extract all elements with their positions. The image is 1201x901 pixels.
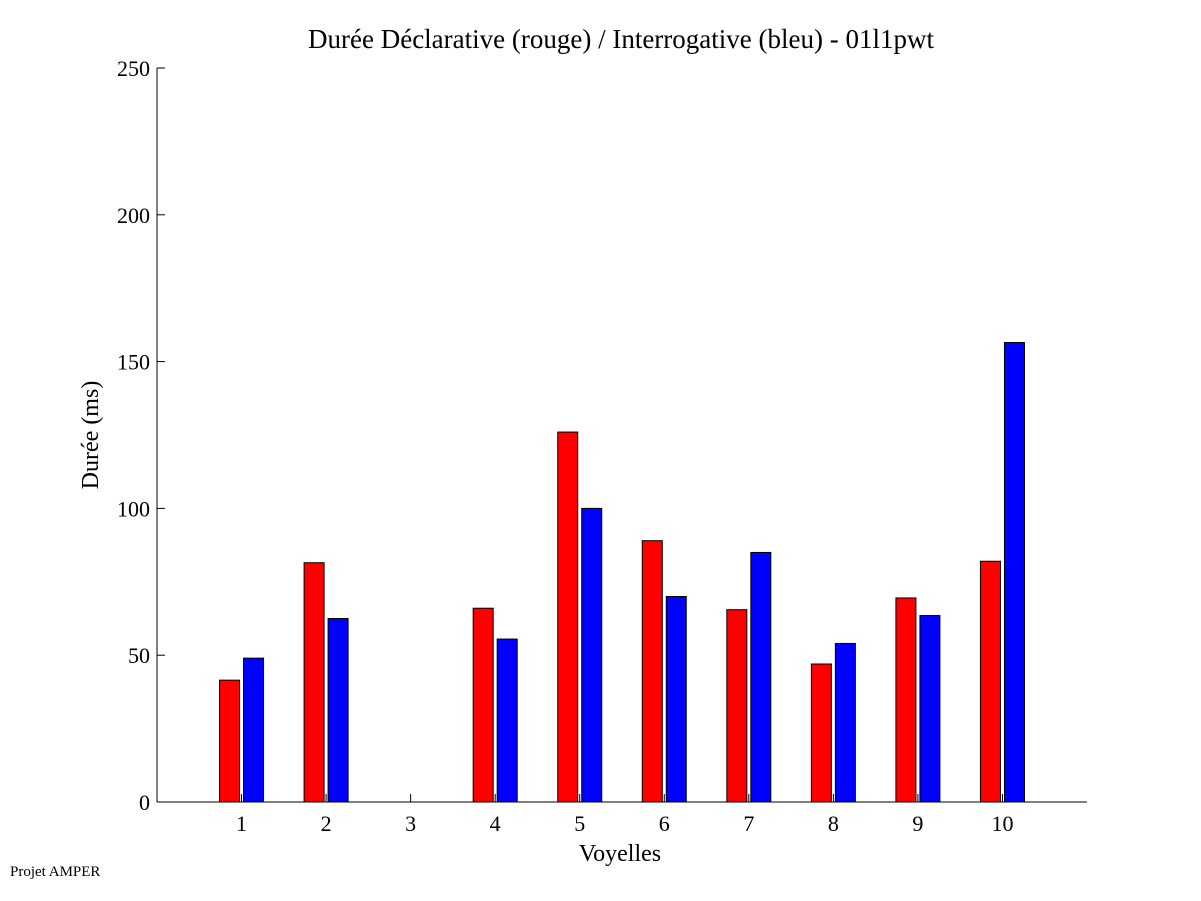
bar-interrogative-4: [496, 638, 518, 803]
y-axis-label: Durée (ms): [78, 381, 104, 490]
footer-credit: Projet AMPER: [10, 864, 101, 880]
bar-interrogative-10: [1003, 342, 1025, 803]
x-tick-label: 3: [405, 811, 416, 836]
bar-interrogative-1: [243, 657, 265, 803]
x-tick-label: 6: [659, 811, 670, 836]
bar-declarative-2: [303, 562, 325, 803]
bar-declarative-4: [472, 607, 494, 803]
x-ticks: 1 2 3 4 5 6 7 8 9 10: [236, 794, 1013, 836]
x-tick-label: 8: [828, 811, 839, 836]
x-tick-label: 1: [236, 811, 247, 836]
y-tick-label: 0: [139, 790, 150, 815]
x-axis-label: Voyelles: [579, 841, 661, 867]
x-tick-label: 2: [321, 811, 332, 836]
bar-interrogative-6: [665, 595, 687, 803]
y-tick-label: 100: [117, 496, 150, 521]
y-ticks: 0 50 100 150 200 250: [117, 56, 165, 815]
x-tick-label: 5: [574, 811, 585, 836]
bar-declarative-7: [726, 609, 748, 803]
bar-interrogative-5: [581, 507, 603, 803]
x-tick-label: 7: [743, 811, 754, 836]
y-tick-label: 50: [128, 643, 150, 668]
bar-declarative-8: [810, 663, 832, 803]
bar-interrogative-2: [327, 618, 349, 803]
x-tick-label: 10: [991, 811, 1013, 836]
bar-declarative-10: [979, 560, 1001, 803]
y-tick-label: 250: [117, 56, 150, 81]
y-tick-label: 200: [117, 203, 150, 228]
bar-interrogative-8: [834, 642, 856, 803]
x-tick-label: 9: [912, 811, 923, 836]
y-tick-label: 150: [117, 350, 150, 375]
bar-declarative-6: [641, 540, 663, 803]
bar-declarative-1: [219, 679, 241, 803]
bar-declarative-5: [557, 431, 579, 803]
bar-declarative-9: [895, 597, 917, 803]
bars-group: [219, 342, 1025, 803]
chart-title: Durée Déclarative (rouge) / Interrogativ…: [308, 24, 934, 54]
bar-interrogative-7: [750, 551, 772, 803]
x-tick-label: 4: [490, 811, 501, 836]
axes: [156, 68, 1087, 803]
bar-interrogative-9: [919, 615, 941, 803]
